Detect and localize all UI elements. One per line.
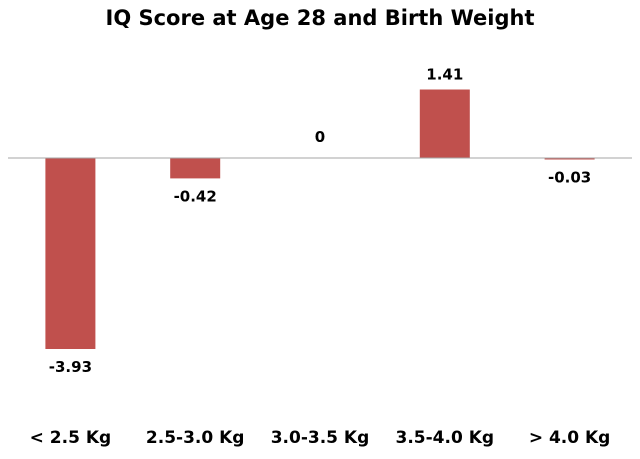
chart-title: IQ Score at Age 28 and Birth Weight xyxy=(105,6,535,30)
category-label: 2.5-3.0 Kg xyxy=(146,428,245,448)
bar xyxy=(170,158,221,179)
category-label: < 2.5 Kg xyxy=(30,428,112,448)
data-label: 1.41 xyxy=(426,66,463,84)
category-label: 3.0-3.5 Kg xyxy=(271,428,370,448)
bar xyxy=(544,158,595,160)
data-label: -0.42 xyxy=(174,187,217,205)
category-label: > 4.0 Kg xyxy=(529,428,611,448)
category-label: 3.5-4.0 Kg xyxy=(396,428,495,448)
data-label: -0.03 xyxy=(548,169,591,187)
data-label: -3.93 xyxy=(49,358,92,376)
bars-layer xyxy=(45,89,595,349)
category-labels-layer: < 2.5 Kg 2.5-3.0 Kg 3.0-3.5 Kg 3.5-4.0 Kg > … xyxy=(30,428,611,448)
bar xyxy=(419,89,470,158)
bar xyxy=(45,158,96,349)
data-labels-layer: -3.93 -0.42 0 1.41 -0.03 xyxy=(49,66,591,377)
data-label: 0 xyxy=(315,128,325,146)
